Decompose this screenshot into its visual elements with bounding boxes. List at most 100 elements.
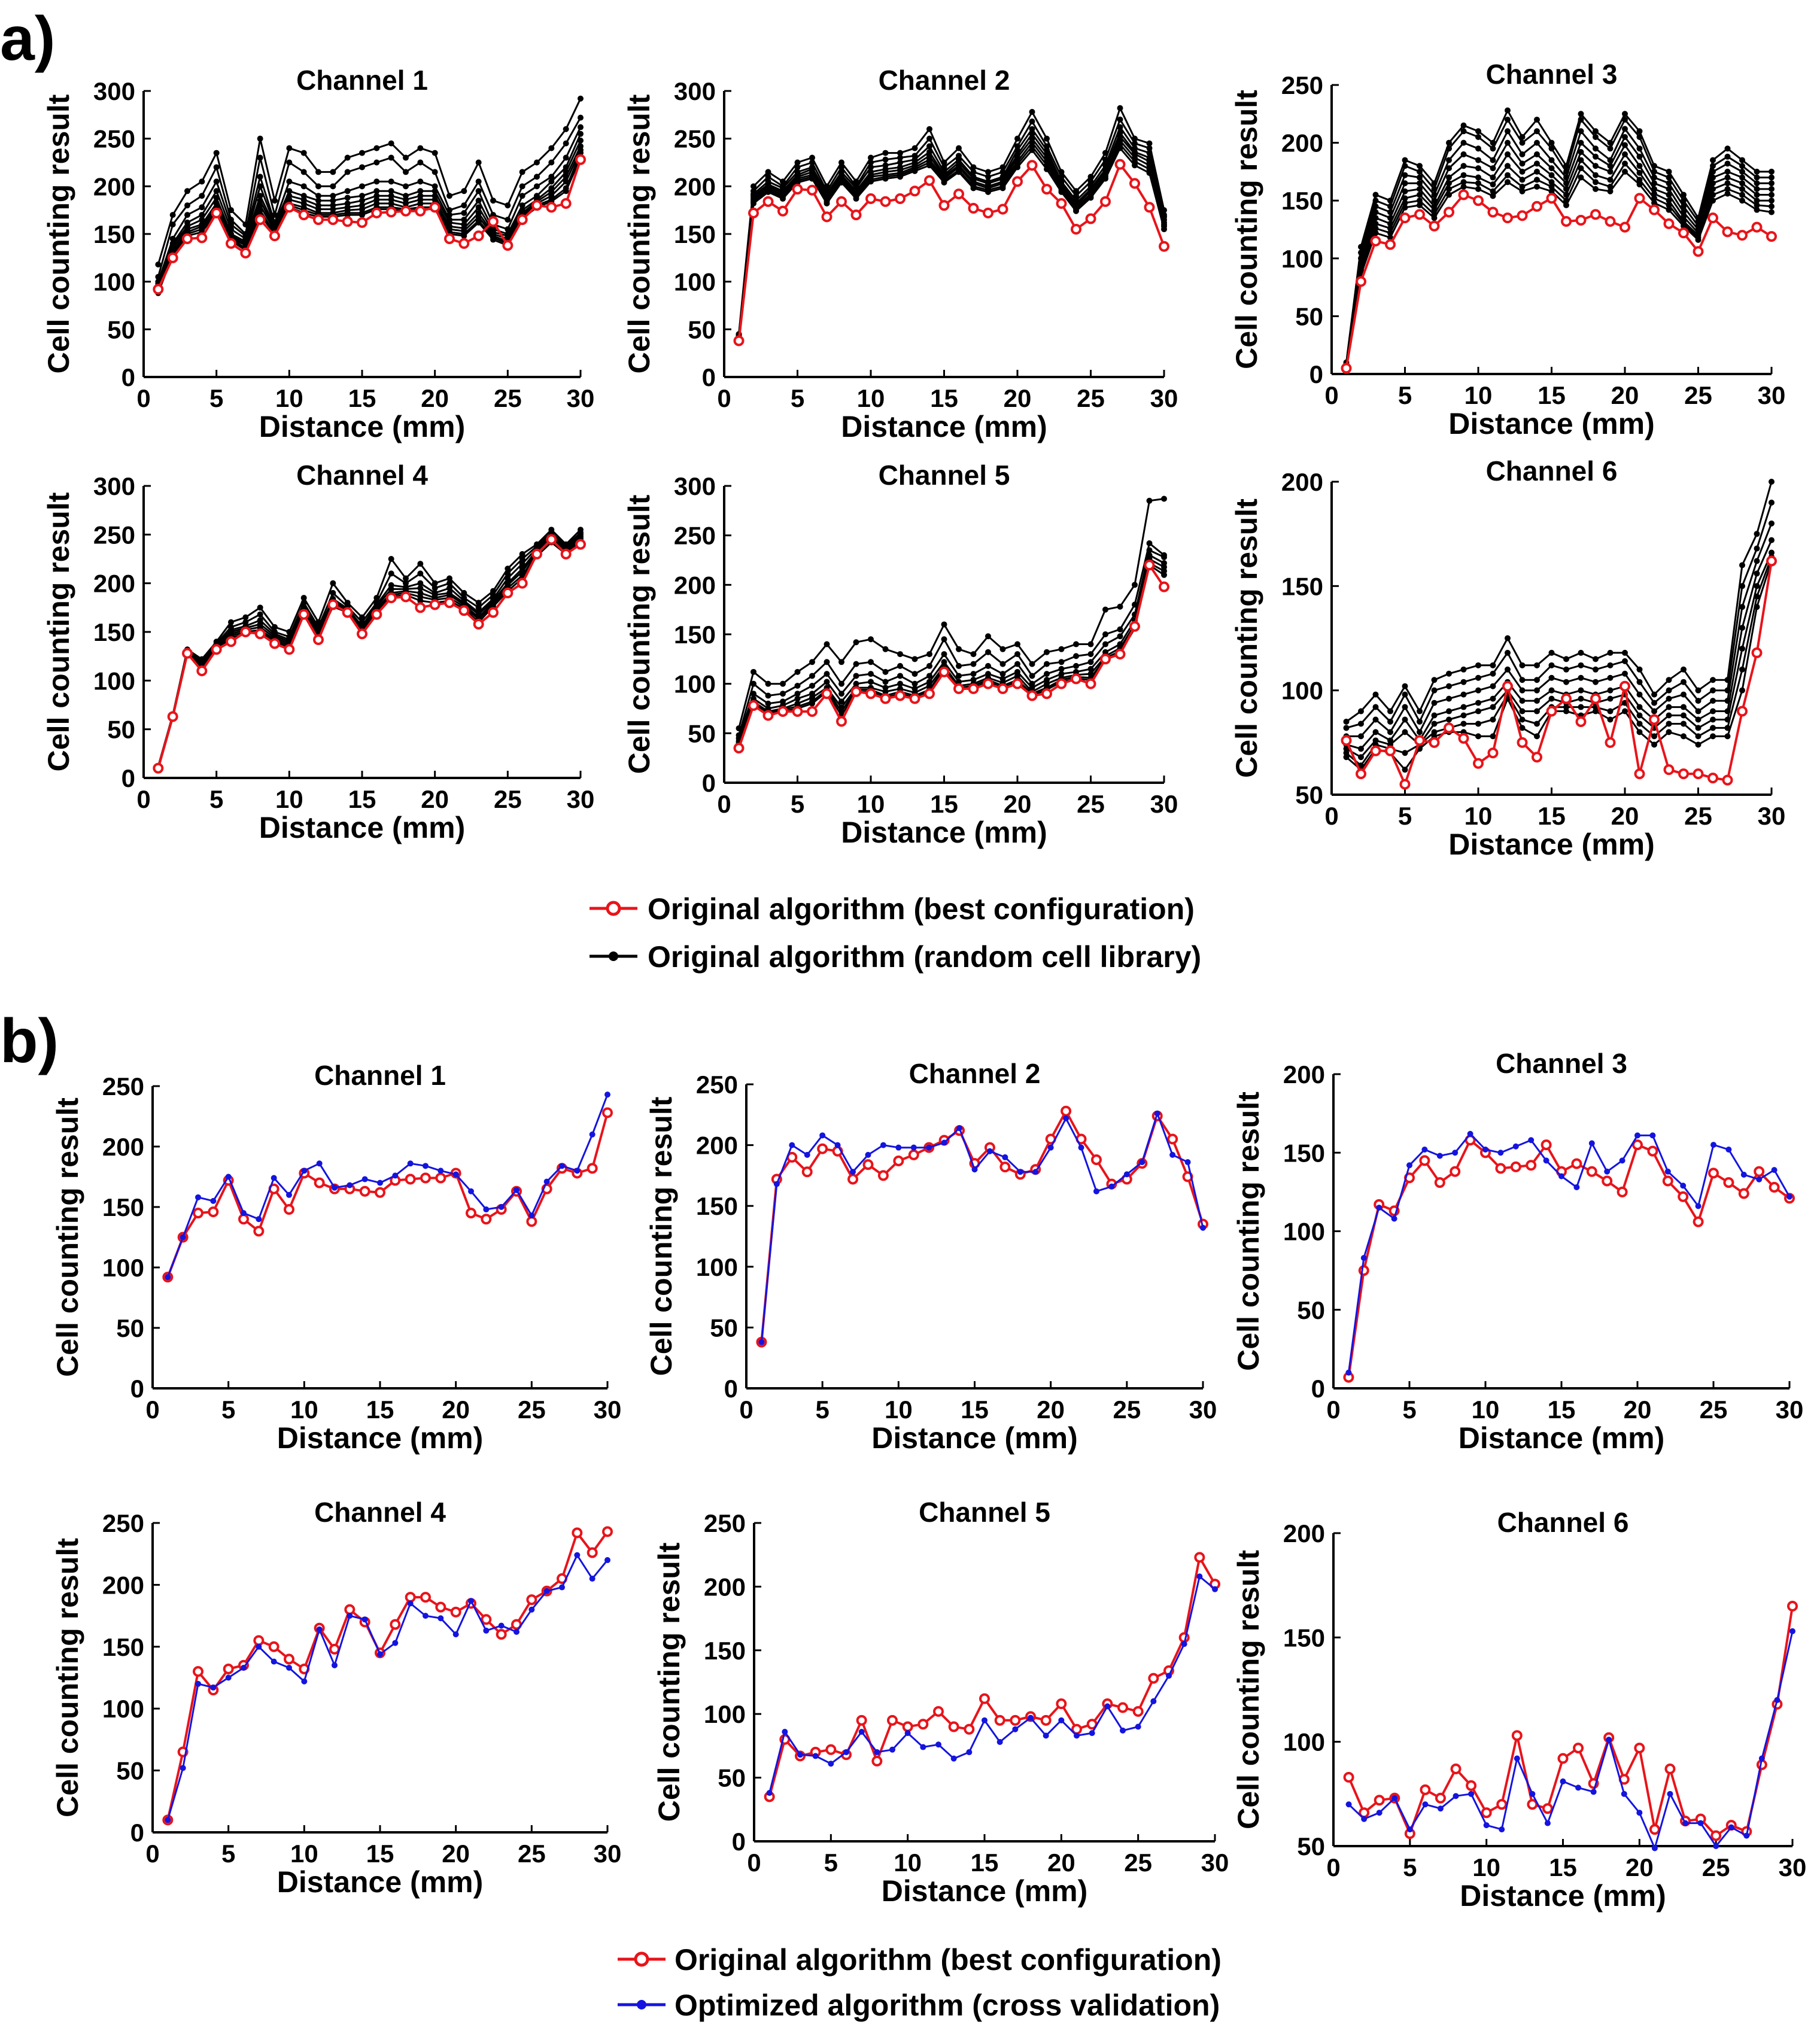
data-point <box>1475 186 1481 192</box>
data-point <box>572 1527 583 1539</box>
data-point <box>604 1557 610 1564</box>
data-point <box>1372 691 1379 698</box>
data-point <box>1431 700 1438 706</box>
y-tick-label: 0 <box>1311 1375 1325 1403</box>
legend-a-best-label: Original algorithm (best configuration) <box>648 892 1195 926</box>
data-point <box>1593 153 1599 160</box>
data-point <box>817 1143 828 1154</box>
data-point <box>1593 145 1599 152</box>
data-point <box>809 682 815 689</box>
y-tick-label: 0 <box>724 1375 738 1403</box>
data-point <box>911 145 918 151</box>
data-point <box>1695 716 1701 723</box>
data-point <box>1724 180 1731 187</box>
data-point <box>1505 107 1511 114</box>
data-point <box>1786 1193 1792 1200</box>
data-point <box>1446 180 1452 187</box>
x-tick-label: 15 <box>1549 1853 1577 1881</box>
y-axis-label: Cell counting result <box>622 494 656 774</box>
data-point <box>238 1214 249 1225</box>
data-point <box>777 205 788 217</box>
data-point <box>748 700 759 712</box>
data-point <box>1519 184 1526 190</box>
data-point <box>1607 674 1614 681</box>
chart-9: 0 50 100 150 200 0 5 10 15 20 25 30 Channel 3 Distanc… <box>1232 1048 1803 1455</box>
data-point <box>1358 754 1364 761</box>
data-point <box>1460 712 1467 719</box>
data-point <box>1620 680 1630 692</box>
y-tick-label: 200 <box>1283 1519 1325 1547</box>
data-point <box>1769 499 1775 506</box>
data-point <box>1490 704 1496 710</box>
data-point <box>1666 729 1672 735</box>
data-point <box>429 599 440 610</box>
data-point <box>1085 678 1096 689</box>
data-point <box>887 1714 898 1726</box>
data-point <box>838 159 844 166</box>
data-point <box>385 206 397 218</box>
data-point <box>751 200 756 207</box>
data-point <box>1622 133 1628 140</box>
data-point <box>1402 683 1408 689</box>
data-point <box>1417 718 1423 725</box>
data-point <box>1372 704 1379 710</box>
data-point <box>850 686 862 697</box>
data-point <box>1490 670 1496 677</box>
data-point <box>1651 691 1657 698</box>
data-point <box>1517 737 1528 748</box>
data-point <box>1636 163 1643 169</box>
data-point <box>862 1159 874 1170</box>
data-point <box>256 1216 262 1223</box>
data-point <box>868 178 874 185</box>
data-point <box>1739 583 1745 589</box>
data-point <box>254 628 266 640</box>
data-point <box>223 1664 234 1675</box>
data-point <box>865 1151 871 1158</box>
data-point <box>559 1584 565 1591</box>
data-point <box>926 673 932 679</box>
data-point <box>1117 633 1123 640</box>
data-point <box>1431 677 1438 683</box>
x-tick-label: 10 <box>1464 381 1493 409</box>
data-point <box>602 1107 613 1118</box>
data-point <box>377 1651 383 1658</box>
data-point <box>1431 215 1438 221</box>
series-line <box>738 126 1165 336</box>
data-point <box>1376 1205 1383 1211</box>
data-point <box>196 665 208 677</box>
x-tick-label: 15 <box>961 1396 989 1424</box>
data-point <box>1548 687 1555 694</box>
data-point <box>780 196 786 202</box>
data-point <box>578 114 584 121</box>
data-point <box>1548 695 1555 702</box>
data-point <box>211 644 222 655</box>
data-point <box>1056 198 1067 209</box>
data-point <box>1724 160 1731 167</box>
data-point <box>400 591 411 603</box>
data-point <box>1387 235 1393 241</box>
data-point <box>865 193 876 205</box>
data-point <box>1739 604 1745 610</box>
data-point <box>1343 1771 1354 1783</box>
data-point <box>765 680 771 687</box>
data-point <box>1029 673 1035 679</box>
y-axis-label: Cell counting result <box>1230 90 1263 369</box>
data-point <box>1754 1166 1765 1177</box>
data-point <box>794 164 801 171</box>
data-point <box>1345 1369 1352 1376</box>
data-point <box>407 1160 414 1167</box>
data-point <box>797 1752 803 1758</box>
data-point <box>548 145 555 151</box>
data-point <box>1511 1730 1523 1741</box>
data-point <box>1532 752 1542 763</box>
data-point <box>461 217 467 223</box>
series-line <box>1345 136 1772 365</box>
data-point <box>1710 191 1716 198</box>
x-tick-label: 10 <box>290 1396 318 1424</box>
chart-title: Channel 3 <box>1486 59 1618 90</box>
data-point <box>1406 1162 1412 1169</box>
data-point <box>1586 1166 1597 1177</box>
data-point <box>1372 729 1379 735</box>
x-tick-label: 30 <box>1779 1853 1807 1881</box>
data-point <box>1754 545 1760 552</box>
